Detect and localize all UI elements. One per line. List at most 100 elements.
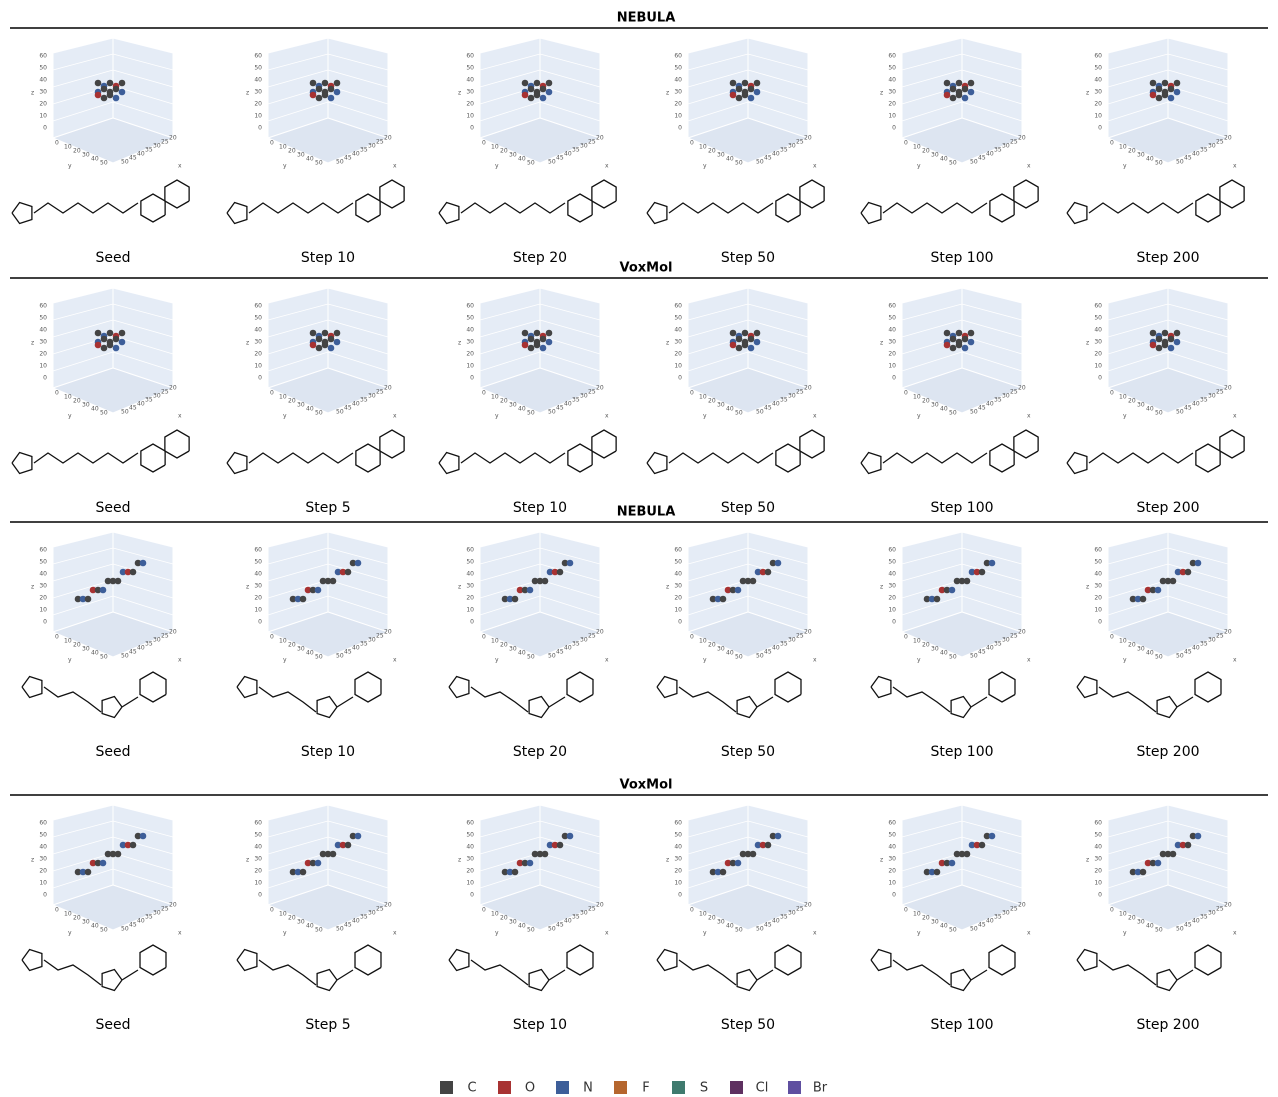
tick-label: 10 — [64, 394, 72, 401]
axis-title: z — [1086, 90, 1089, 97]
atom — [334, 568, 342, 576]
tick-label: 45 — [556, 405, 564, 412]
tick-label: 35 — [360, 914, 368, 921]
tick-label: 40 — [1146, 650, 1154, 657]
atom — [764, 568, 772, 576]
pane — [900, 367, 1024, 414]
atom — [506, 868, 514, 876]
section-title: NEBULA — [617, 505, 676, 520]
atom — [112, 335, 120, 343]
atom — [511, 868, 519, 876]
bond — [33, 452, 139, 464]
atom — [923, 595, 931, 603]
tick-label: 20 — [804, 135, 812, 142]
plot-3d: 6050403020100z01020304050y50454035302520… — [880, 37, 1031, 170]
atom — [1155, 85, 1163, 93]
tick-label: 45 — [344, 155, 352, 162]
atom — [315, 344, 323, 352]
atom — [1173, 338, 1181, 346]
tick-label: 50 — [674, 315, 682, 322]
axis-title: z — [666, 90, 669, 97]
bond — [1156, 968, 1178, 992]
bond — [774, 671, 802, 703]
grid-line — [112, 595, 174, 616]
bond — [860, 201, 882, 225]
atom — [139, 559, 147, 567]
tick-label: 60 — [674, 820, 682, 827]
axis-title: z — [31, 90, 34, 97]
axis-title: y — [68, 163, 72, 170]
tick-label: 40 — [466, 327, 474, 334]
grid-line — [267, 563, 329, 582]
tick-label: 10 — [913, 638, 921, 645]
tick-label: 0 — [270, 634, 274, 641]
grid-line — [267, 836, 329, 855]
atom — [309, 329, 317, 337]
tick-label: 40 — [674, 844, 682, 851]
grid-line — [267, 595, 329, 616]
atom — [968, 568, 976, 576]
tick-label: 45 — [764, 922, 772, 929]
grid-line — [112, 852, 174, 872]
tick-label: 50 — [39, 832, 47, 839]
tick-label: 0 — [1098, 125, 1102, 132]
tick-label: 25 — [796, 633, 804, 640]
grid-line — [267, 820, 329, 838]
grid-line — [539, 836, 601, 855]
tick-label: 30 — [368, 143, 376, 150]
plot-3d: 6050403020100z01020304050y50454035302520… — [666, 531, 817, 664]
atom — [983, 832, 991, 840]
atom — [294, 868, 302, 876]
atom — [551, 841, 559, 849]
atom — [129, 568, 137, 576]
axis-title: y — [68, 930, 72, 937]
bond — [646, 201, 668, 225]
atom — [734, 859, 742, 867]
axis-title: y — [917, 930, 921, 937]
tick-label: 60 — [888, 303, 896, 310]
tick-label: 10 — [1119, 911, 1127, 918]
atom — [319, 850, 327, 858]
tick-label: 50 — [756, 409, 764, 416]
tick-label: 30 — [674, 583, 682, 590]
bond — [248, 452, 354, 464]
axis-title: y — [495, 930, 499, 937]
atom — [1139, 595, 1147, 603]
atom — [321, 329, 329, 337]
tick-label: 0 — [258, 619, 262, 626]
step-label: Step 100 — [930, 500, 993, 516]
tick-label: 10 — [1119, 144, 1127, 151]
bond — [591, 429, 617, 459]
grid-line — [1167, 820, 1229, 838]
grid-line — [112, 69, 174, 88]
tick-label: 20 — [73, 148, 81, 155]
tick-label: 50 — [121, 409, 129, 416]
grid-line — [1167, 595, 1229, 616]
tick-label: 20 — [596, 135, 604, 142]
tick-label: 20 — [73, 915, 81, 922]
step-label: Step 20 — [513, 250, 567, 266]
tick-label: 40 — [1094, 844, 1102, 851]
tick-label: 45 — [764, 405, 772, 412]
plot-3d: 6050403020100z01020304050y50454035302520… — [458, 287, 609, 420]
axis-title: z — [666, 584, 669, 591]
tick-label: 30 — [1208, 143, 1216, 150]
atom — [74, 868, 82, 876]
atom — [106, 79, 114, 87]
bond — [566, 671, 594, 703]
tick-label: 40 — [986, 918, 994, 925]
axis-title: z — [458, 340, 461, 347]
tick-label: 30 — [254, 89, 262, 96]
atom — [1164, 577, 1172, 585]
plot-3d: 6050403020100z01020304050y50454035302520… — [666, 287, 817, 420]
atom — [1161, 79, 1169, 87]
atom — [933, 868, 941, 876]
atom — [949, 94, 957, 102]
step-label: Step 50 — [721, 500, 775, 516]
tick-label: 30 — [153, 910, 161, 917]
tick-label: 0 — [892, 619, 896, 626]
tick-label: 20 — [1224, 629, 1232, 636]
tick-label: 40 — [254, 77, 262, 84]
grid-line — [901, 563, 963, 582]
bond — [438, 201, 460, 225]
